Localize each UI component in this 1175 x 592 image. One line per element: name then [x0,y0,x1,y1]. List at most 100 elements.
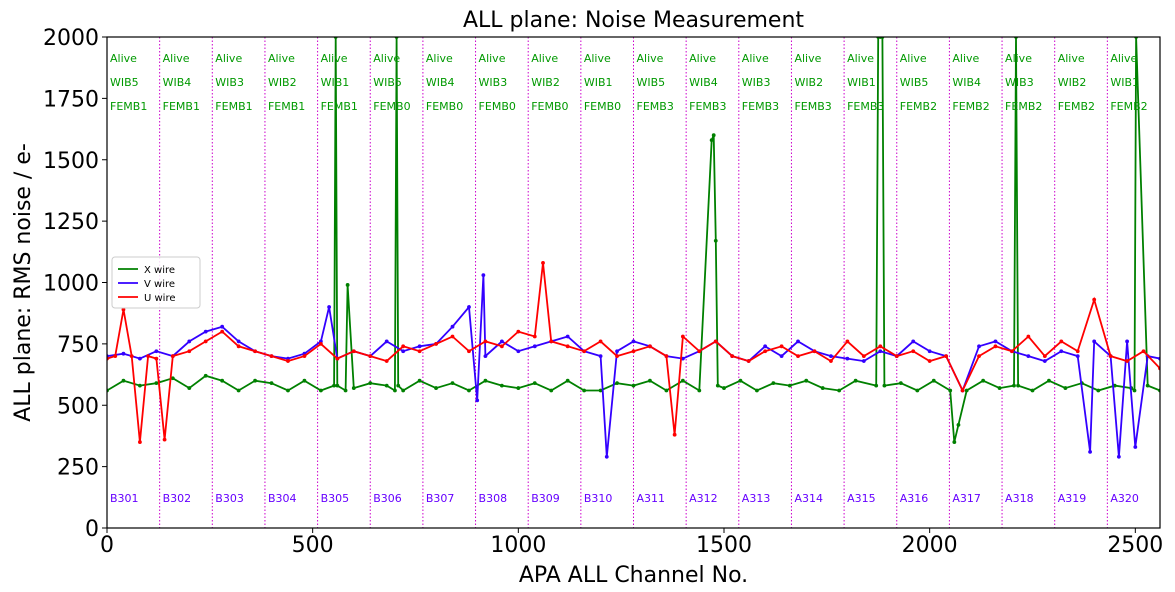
data-point [549,339,554,344]
data-point [467,388,471,393]
data-point [368,354,373,359]
data-point [499,339,504,344]
segment-status-label: Alive [373,52,400,65]
segment-board-label: B306 [373,492,402,505]
segment-femb-label: FEMB1 [215,100,252,113]
data-point [1026,334,1031,339]
data-point [434,386,438,390]
data-point [582,388,587,393]
data-point [516,329,521,334]
segment-board-label: A315 [847,492,876,505]
data-point [981,378,986,383]
segment-wib-label: WIB3 [742,76,771,89]
segment-board-label: A316 [900,492,929,505]
segment-femb-label: FEMB3 [742,100,779,113]
x-tick-label: 0 [100,533,114,558]
data-point [582,349,587,354]
data-point [269,354,274,359]
segment-femb-label: FEMB0 [426,100,463,113]
data-point [680,334,685,339]
data-point [475,398,480,403]
segment-wib-label: WIB1 [1110,76,1139,89]
data-point [911,349,916,354]
segment-status-label: Alive [479,52,506,65]
data-point [1075,354,1080,359]
data-point [121,307,126,312]
data-point [977,344,981,349]
segment-femb-label: FEMB3 [689,100,726,113]
segment-board-label: B304 [268,492,297,505]
segment-status-label: Alive [1005,52,1032,65]
legend-entry: V wire [144,279,175,290]
segment-status-label: Alive [847,52,874,65]
segment-wib-label: WIB2 [268,76,297,89]
data-point [964,388,969,393]
data-point [713,339,718,344]
data-point [203,373,208,378]
y-tick-label: 1500 [43,149,99,174]
data-point [763,349,768,354]
segment-wib-label: WIB2 [531,76,560,89]
segment-board-label: B301 [110,492,139,505]
data-point [631,349,636,354]
data-point [796,339,800,344]
data-point [302,354,307,359]
data-point [351,386,356,390]
data-point [993,344,998,349]
data-point [845,356,850,361]
segment-board-label: A314 [794,492,823,505]
data-point [911,339,916,344]
segment-status-label: Alive [163,52,190,65]
data-point [220,329,225,334]
data-point [615,381,619,386]
data-point [417,344,422,349]
data-point [709,138,714,143]
data-point [203,339,208,344]
data-point [878,349,883,354]
data-point [763,344,768,349]
data-point [861,354,866,359]
data-point [915,388,920,393]
data-point [882,383,887,388]
data-point [927,349,932,354]
x-tick-label: 1500 [696,533,752,558]
data-point [944,354,949,359]
data-point [829,354,833,359]
segment-annotations: Alive WIB5 FEMB1 B301 Alive WIB4 FEMB1 B302 Aliv… [110,52,1148,505]
data-point [1012,383,1016,388]
channel-dividers [159,37,1108,528]
data-point [220,378,225,383]
data-point [948,388,953,393]
data-point [672,432,677,437]
data-point [467,305,471,309]
segment-femb-label: FEMB0 [531,100,568,113]
data-point [680,378,685,383]
segment-board-label: B309 [531,492,560,505]
data-point [779,354,784,359]
segment-status-label: Alive [426,52,453,65]
segment-status-label: Alive [742,52,769,65]
data-point [771,381,776,386]
data-point [754,388,759,393]
segment-board-label: B302 [163,492,192,505]
data-point [532,344,537,349]
series-u-wire [107,260,1160,444]
data-point [787,383,792,388]
data-point [1088,449,1092,454]
data-point [129,354,134,359]
segment-femb-label: FEMB1 [163,100,200,113]
data-point [648,344,652,349]
data-point [648,378,652,383]
data-point [332,383,336,388]
data-point [384,339,389,344]
data-point [384,359,389,363]
data-point [1042,354,1047,359]
data-point [820,386,825,390]
segment-wib-label: WIB5 [637,76,666,89]
data-point [722,386,726,390]
segment-status-label: Alive [689,52,716,65]
data-point [837,388,842,393]
data-point [631,339,636,344]
data-point [1030,388,1035,393]
data-point [604,454,609,459]
